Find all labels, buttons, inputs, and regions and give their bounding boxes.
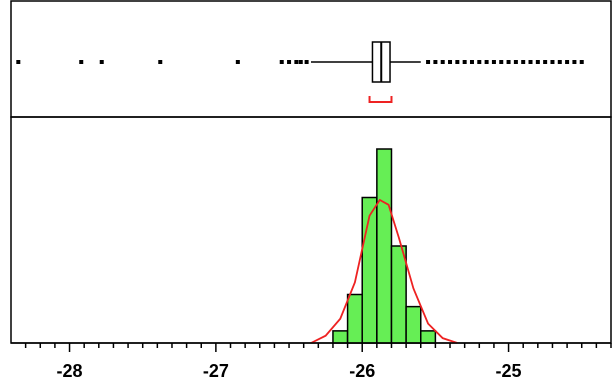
outlier-point: [528, 60, 533, 64]
outlier-point: [469, 60, 474, 64]
outlier-point: [484, 60, 489, 64]
histogram-bar: [346, 293, 363, 344]
outlier-point: [506, 60, 511, 64]
outlier-point: [572, 60, 577, 64]
histogram-frame: [10, 116, 612, 344]
outlier-point: [455, 60, 460, 64]
histogram-bar: [420, 330, 437, 344]
outlier-point: [304, 60, 309, 64]
outlier-point: [440, 60, 445, 64]
outlier-point: [287, 60, 292, 64]
outlier-point: [550, 60, 555, 64]
box-plot-frame: [10, 0, 612, 118]
outlier-point: [79, 60, 84, 64]
outlier-point: [235, 60, 240, 64]
histogram-bar: [332, 330, 349, 344]
outlier-point: [579, 60, 584, 64]
outlier-point: [448, 60, 453, 64]
outlier-point: [521, 60, 526, 64]
outlier-point: [99, 60, 104, 64]
shortest-half-bracket: [368, 96, 393, 103]
outlier-point: [499, 60, 504, 64]
outlier-point: [279, 60, 284, 64]
density-curve-line: [310, 198, 458, 344]
outlier-point: [433, 60, 438, 64]
outlier-point: [158, 60, 163, 64]
x-tick-label: -26: [349, 361, 375, 381]
outlier-point: [298, 60, 303, 64]
outlier-point: [491, 60, 496, 64]
outlier-point: [513, 60, 518, 64]
histogram-bar: [390, 245, 407, 344]
x-axis: -28 -27 -26 -25: [11, 342, 612, 381]
outlier-point: [462, 60, 467, 64]
outlier-point: [565, 60, 570, 64]
x-tick-label: -25: [496, 361, 522, 381]
outlier-point: [543, 60, 548, 64]
x-tick-label: -28: [57, 361, 83, 381]
x-tick-label: -27: [203, 361, 229, 381]
histogram-layer: [332, 148, 437, 344]
histogram-bar: [405, 305, 422, 344]
outlier-point: [557, 60, 562, 64]
outlier-point: [16, 60, 21, 64]
density-curve-layer: [310, 198, 458, 344]
box-plot-layer: [16, 41, 584, 103]
outlier-point: [477, 60, 482, 64]
outlier-point: [535, 60, 540, 64]
outlier-point: [426, 60, 431, 64]
histogram-bar: [376, 148, 393, 344]
outlier-point: [294, 60, 299, 64]
